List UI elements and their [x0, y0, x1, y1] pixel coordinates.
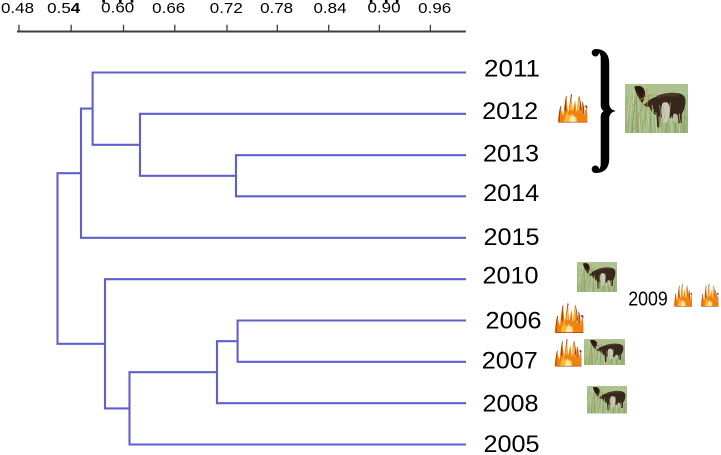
svg-text:2008: 2008: [483, 391, 539, 418]
svg-text:0.84: 0.84: [314, 0, 347, 17]
svg-text:2012: 2012: [482, 98, 538, 125]
svg-text:2013: 2013: [483, 141, 539, 168]
svg-text:0.66: 0.66: [152, 0, 185, 17]
svg-text:2009: 2009: [628, 289, 668, 311]
svg-text:0.60: 0.60: [101, 0, 134, 16]
svg-text:0.54: 0.5 4: [47, 0, 81, 17]
svg-text:2010: 2010: [483, 263, 539, 290]
svg-text:2006: 2006: [486, 307, 542, 334]
svg-text:2011: 2011: [484, 56, 540, 83]
svg-text:0.90: 0.90: [368, 0, 401, 16]
svg-text:2005: 2005: [484, 431, 540, 455]
svg-text:0.78: 0.78: [260, 0, 293, 17]
svg-text:0.72: 0.72: [210, 0, 243, 17]
svg-text:2014: 2014: [483, 180, 539, 207]
svg-text:2015: 2015: [484, 224, 540, 251]
svg-text:0.96: 0.96: [418, 0, 451, 17]
svg-text:2007: 2007: [482, 348, 538, 375]
svg-text:0.48: 0.48: [1, 0, 34, 17]
